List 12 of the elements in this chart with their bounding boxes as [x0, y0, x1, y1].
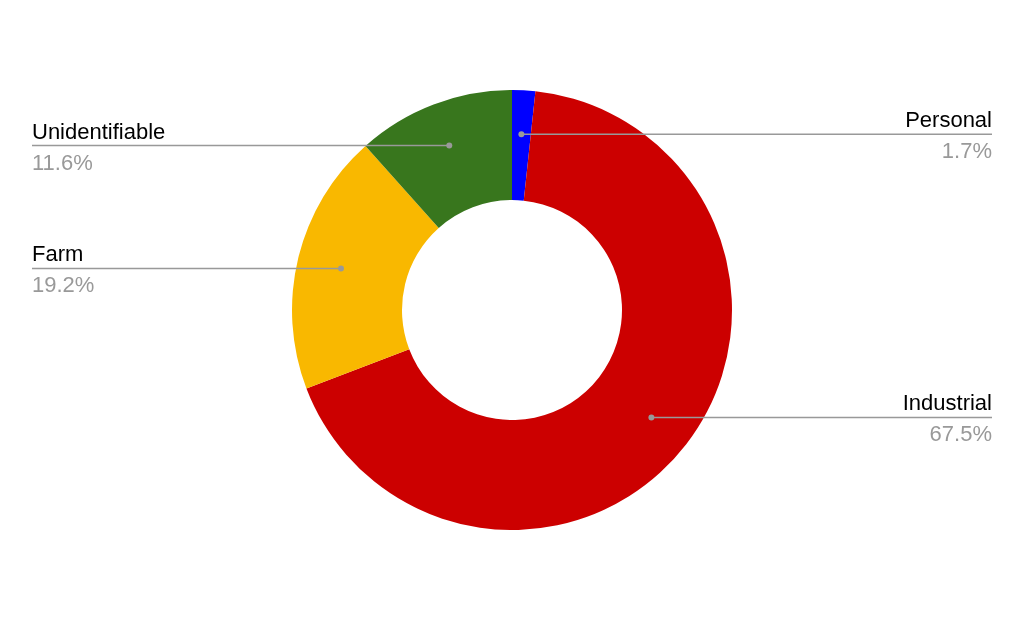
donut-slice [365, 90, 512, 228]
data-label: 67.5% [929, 421, 992, 447]
slice-label: Industrial [902, 390, 992, 416]
slice-label: Unidentifiable [32, 118, 166, 144]
data-label: 11.6% [32, 149, 93, 175]
donut-slice [292, 145, 439, 389]
slice-label: Farm [32, 241, 84, 267]
data-label: 1.7% [941, 138, 992, 164]
donut-slice [512, 90, 536, 201]
donut-slice [306, 91, 732, 530]
data-label: 19.2% [32, 272, 95, 298]
slice-label: Personal [905, 107, 992, 133]
